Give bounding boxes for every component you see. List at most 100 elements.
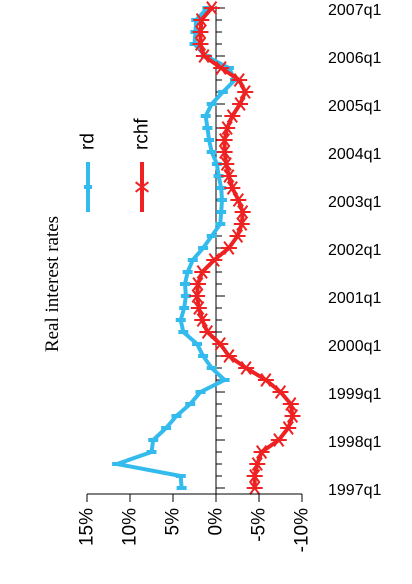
data-point-rchf bbox=[270, 433, 287, 447]
time-tick-label: 1997q1 bbox=[328, 482, 381, 499]
data-point-rchf bbox=[229, 229, 246, 243]
data-point-rchf bbox=[213, 60, 230, 76]
data-point-rchf bbox=[282, 397, 299, 411]
data-point-stroke bbox=[233, 72, 245, 88]
data-point-stroke bbox=[194, 36, 207, 52]
data-point-rchf bbox=[206, 253, 223, 267]
value-tick-label: -10% bbox=[292, 508, 313, 552]
data-point-stroke bbox=[208, 253, 220, 267]
data-point-stroke bbox=[274, 385, 287, 399]
data-point-rchf bbox=[224, 181, 241, 195]
data-point-stroke bbox=[223, 241, 235, 255]
time-tick-label: 2007q1 bbox=[328, 2, 381, 19]
data-point-stroke bbox=[237, 205, 249, 219]
data-point-stroke bbox=[286, 409, 299, 423]
data-point-rchf bbox=[220, 169, 237, 183]
data-point-stroke bbox=[206, 0, 218, 15]
data-point-rchf bbox=[199, 325, 216, 339]
data-point-rchf bbox=[194, 265, 211, 279]
data-point-rchf bbox=[219, 120, 236, 135]
data-point-stroke bbox=[239, 84, 251, 100]
time-tick-label: 2003q1 bbox=[328, 194, 381, 211]
time-tick-label: 2004q1 bbox=[328, 146, 381, 163]
legend-label-rd: rd bbox=[78, 133, 99, 150]
data-point-stroke bbox=[282, 421, 294, 435]
data-point-rchf bbox=[232, 96, 249, 112]
data-point-rchf bbox=[195, 48, 212, 64]
data-point-stroke bbox=[220, 157, 232, 171]
data-point-rchf bbox=[193, 13, 210, 27]
data-point-stroke bbox=[226, 181, 238, 195]
data-point-stroke bbox=[214, 337, 226, 351]
data-point-rchf bbox=[194, 313, 211, 327]
data-point-stroke bbox=[231, 229, 244, 243]
data-point-stroke bbox=[196, 313, 208, 327]
time-tick-label: 2000q1 bbox=[328, 338, 381, 355]
data-point-stroke bbox=[194, 25, 207, 40]
data-point-stroke bbox=[255, 445, 268, 459]
data-point-rchf bbox=[203, 0, 220, 15]
data-point-stroke bbox=[193, 301, 205, 315]
legend-label-rchf: rchf bbox=[132, 118, 153, 150]
data-point-rchf bbox=[220, 349, 237, 363]
data-point-stroke bbox=[198, 48, 210, 64]
data-point-rchf bbox=[237, 84, 254, 100]
data-point-stroke bbox=[192, 277, 204, 291]
data-point-stroke bbox=[215, 60, 227, 76]
value-tick-label: 15% bbox=[77, 508, 98, 546]
legend-entry-rchf: rchf bbox=[132, 118, 153, 212]
data-point-stroke bbox=[234, 96, 246, 112]
data-point-rchf bbox=[249, 457, 266, 471]
data-point-stroke bbox=[240, 361, 252, 375]
legend: rd rchf bbox=[78, 118, 153, 212]
time-tick-label: 2005q1 bbox=[328, 98, 381, 115]
data-point-stroke bbox=[223, 169, 235, 183]
data-point-rchf bbox=[189, 277, 206, 291]
data-point-rchf bbox=[189, 289, 206, 303]
data-point-stroke bbox=[196, 265, 208, 279]
data-point-stroke bbox=[223, 349, 235, 363]
data-point-rchf bbox=[220, 241, 237, 255]
data-point-stroke bbox=[285, 397, 297, 411]
legend-marker bbox=[135, 181, 149, 193]
data-point-stroke bbox=[226, 108, 238, 124]
data-point-rchf bbox=[190, 301, 207, 315]
data-point-stroke bbox=[195, 13, 207, 27]
data-point-rchf bbox=[212, 337, 229, 351]
data-point-rchf bbox=[253, 445, 270, 459]
series-layer bbox=[112, 0, 301, 495]
data-point-stroke bbox=[251, 457, 263, 471]
time-tick-label: 2002q1 bbox=[328, 242, 381, 259]
data-point-rchf bbox=[218, 157, 235, 171]
value-tick-label: 5% bbox=[163, 508, 184, 536]
data-point-rchf bbox=[231, 72, 248, 88]
data-point-stroke bbox=[273, 433, 285, 447]
data-point-stroke bbox=[219, 133, 231, 147]
chart-title: Real interest rates bbox=[42, 216, 63, 352]
data-point-rchf bbox=[192, 25, 209, 40]
data-point-stroke bbox=[201, 325, 213, 339]
axes: 15% 10% 5% 0% -5% -10% 1997q1 1998q1 1999q1 2000q… bbox=[77, 2, 382, 552]
data-point-rchf bbox=[192, 36, 209, 52]
data-point-stroke bbox=[232, 193, 244, 207]
data-point-stroke bbox=[191, 289, 203, 303]
value-tick-label: -5% bbox=[249, 508, 270, 542]
data-point-stroke bbox=[221, 120, 233, 135]
data-point-stroke bbox=[249, 469, 261, 483]
data-point-stroke bbox=[219, 145, 231, 159]
data-point-rchf bbox=[224, 108, 241, 124]
series-rchf bbox=[189, 0, 301, 495]
data-point-rchf bbox=[234, 205, 251, 219]
value-tick-label: 10% bbox=[120, 508, 141, 546]
data-point-rchf bbox=[284, 409, 301, 423]
time-tick-label: 1999q1 bbox=[328, 386, 381, 403]
data-point-stroke bbox=[260, 373, 272, 387]
data-point-rchf bbox=[246, 469, 263, 483]
time-tick-label: 2001q1 bbox=[328, 290, 381, 307]
data-point-stroke bbox=[236, 217, 248, 231]
data-point-rchf bbox=[216, 133, 233, 147]
data-point-rchf bbox=[257, 373, 274, 387]
data-point-rchf bbox=[246, 481, 263, 495]
data-point-rchf bbox=[216, 145, 233, 159]
